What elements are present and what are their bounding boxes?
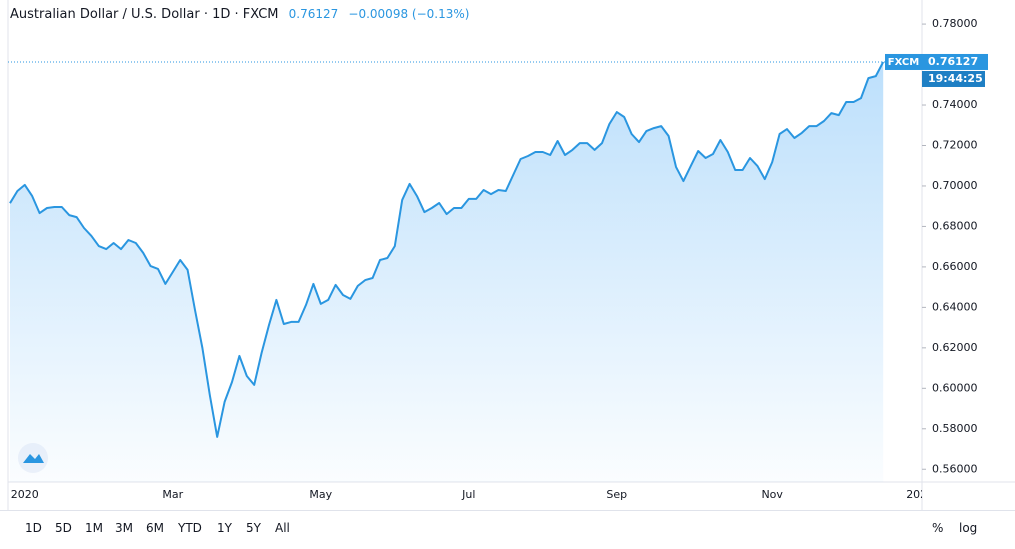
price-line [9, 61, 885, 438]
symbol-title: Australian Dollar / U.S. Dollar · 1D · F… [10, 7, 279, 22]
y-tick-label: 0.72000 [932, 138, 978, 151]
y-tick-label: 0.66000 [932, 260, 978, 273]
toolbar-button[interactable]: 1M [85, 521, 103, 535]
source-tag-bg [885, 53, 922, 70]
toolbar-button[interactable]: YTD [178, 521, 202, 535]
y-tick-label: 0.78000 [932, 17, 978, 30]
y-tick-label: 0.58000 [932, 422, 978, 435]
y-tick-label: 0.70000 [932, 179, 978, 192]
toolbar-button[interactable]: 1Y [217, 521, 232, 535]
y-tick-label: 0.74000 [932, 98, 978, 111]
price-tag: 0.76127 [928, 55, 978, 68]
x-tick-label: 2021 [906, 488, 934, 501]
y-tick-label: 0.56000 [932, 462, 978, 475]
toolbar-button[interactable]: All [275, 521, 290, 535]
x-tick-label: Nov [761, 488, 783, 501]
countdown-bg [922, 70, 985, 87]
countdown: 19:44:25 [928, 72, 983, 85]
y-tick-label: 0.60000 [932, 381, 978, 394]
x-tick-label: 2020 [11, 488, 39, 501]
toolbar-button[interactable]: 6M [146, 521, 164, 535]
y-tick-label: 0.62000 [932, 341, 978, 354]
x-tick-label: Sep [606, 488, 627, 501]
chart: 2020 Mar May Jul Sep Nov 2021 0.56000 0.58000 0.… [7, 0, 1015, 510]
toolbar-button[interactable]: 5D [55, 521, 72, 535]
price-tag-bg [922, 53, 988, 70]
y-tick-label: 0.68000 [932, 219, 978, 232]
toolbar-button[interactable]: 3M [115, 521, 133, 535]
toolbar-button[interactable]: % [932, 521, 944, 535]
toolbar-button[interactable]: 5Y [246, 521, 261, 535]
price-change: −0.00098 (−0.13%) [348, 7, 470, 21]
toolbar: 1D 5D 1M 3M 6M YTD 1Y 5Y All% log [0, 510, 1015, 547]
last-price: 0.76127 [288, 7, 339, 21]
x-tick-label: Jul [461, 488, 475, 501]
toolbar-button[interactable]: log [959, 521, 978, 535]
area-fill [10, 62, 884, 482]
y-tick-label: 0.64000 [932, 300, 978, 313]
x-tick-label: Mar [162, 488, 183, 501]
source-tag: FXCM [888, 57, 920, 68]
x-tick-label: May [309, 488, 332, 501]
toolbar-button[interactable]: 1D [25, 521, 42, 535]
header: Australian Dollar / U.S. Dollar · 1D · F… [10, 7, 475, 22]
